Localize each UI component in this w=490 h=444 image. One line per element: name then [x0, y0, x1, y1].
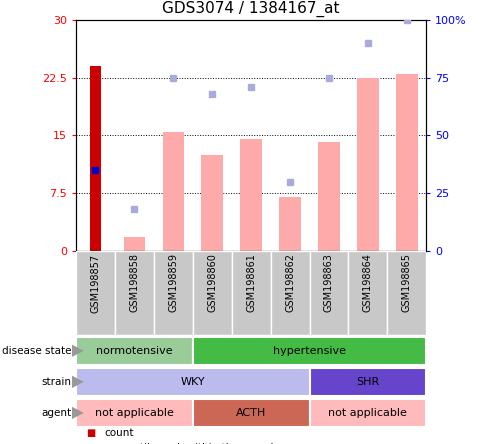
Bar — [232, 251, 270, 335]
Polygon shape — [72, 376, 84, 388]
Bar — [193, 399, 310, 427]
Bar — [396, 74, 417, 251]
Bar — [270, 251, 310, 335]
Polygon shape — [72, 345, 84, 357]
Bar — [388, 251, 426, 335]
Bar — [90, 66, 101, 251]
Bar — [310, 399, 426, 427]
Text: not applicable: not applicable — [95, 408, 174, 418]
Bar — [310, 251, 348, 335]
Polygon shape — [72, 407, 84, 419]
Text: GSM198859: GSM198859 — [168, 254, 178, 313]
Bar — [154, 251, 193, 335]
Text: not applicable: not applicable — [328, 408, 407, 418]
Text: WKY: WKY — [180, 377, 205, 387]
Text: strain: strain — [41, 377, 71, 387]
Text: SHR: SHR — [356, 377, 380, 387]
Bar — [310, 368, 426, 396]
Text: agent: agent — [41, 408, 71, 418]
Text: disease state: disease state — [1, 346, 71, 356]
Text: GSM198861: GSM198861 — [246, 254, 256, 312]
Text: ■: ■ — [86, 428, 95, 438]
Text: GSM198862: GSM198862 — [285, 254, 295, 313]
Text: GSM198858: GSM198858 — [129, 254, 139, 313]
Bar — [123, 237, 145, 251]
Bar — [348, 251, 388, 335]
Bar — [76, 337, 193, 365]
Bar — [193, 337, 426, 365]
Bar — [193, 251, 232, 335]
Text: normotensive: normotensive — [96, 346, 172, 356]
Bar — [357, 78, 379, 251]
Text: GSM198865: GSM198865 — [402, 254, 412, 313]
Text: GSM198860: GSM198860 — [207, 254, 217, 312]
Bar — [76, 251, 115, 335]
Text: GSM198864: GSM198864 — [363, 254, 373, 312]
Bar — [201, 155, 223, 251]
Text: GSM198857: GSM198857 — [91, 254, 100, 313]
Bar — [76, 368, 310, 396]
Bar — [163, 131, 184, 251]
Title: GDS3074 / 1384167_at: GDS3074 / 1384167_at — [162, 1, 340, 17]
Bar — [241, 139, 262, 251]
Text: GSM198863: GSM198863 — [324, 254, 334, 312]
Bar — [115, 251, 154, 335]
Text: count: count — [104, 428, 134, 438]
Text: ACTH: ACTH — [236, 408, 266, 418]
Text: hypertensive: hypertensive — [273, 346, 346, 356]
Bar — [318, 142, 340, 251]
Bar — [76, 399, 193, 427]
Bar — [279, 197, 301, 251]
